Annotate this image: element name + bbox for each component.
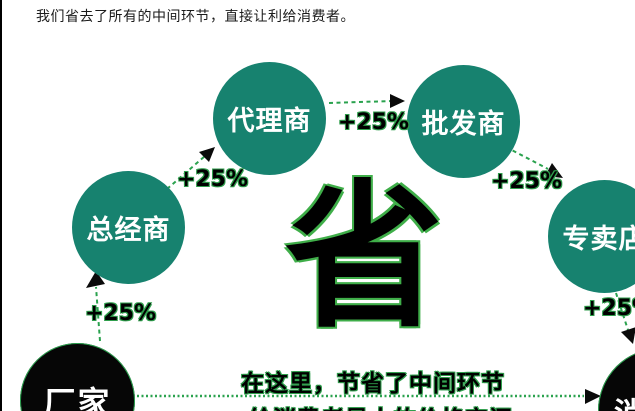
node-consumer-label: 消费者 xyxy=(614,389,635,411)
arrowhead-factory-to-general xyxy=(86,271,105,288)
arrow-wholesaler-to-store xyxy=(505,146,549,170)
arrow-factory-to-general xyxy=(95,286,101,342)
node-wholesaler-label: 批发商 xyxy=(421,109,506,140)
arrowhead-general-to-agent xyxy=(199,147,215,162)
bottom-note-line1: 在这里，节省了中间环节 xyxy=(241,371,505,397)
node-wholesaler: 批发商 xyxy=(407,65,520,178)
markup-label-store-consumer: +25% xyxy=(583,296,635,321)
arrowhead-factory-to-consumer xyxy=(585,389,601,404)
arrowhead-wholesaler-to-store xyxy=(545,163,563,178)
arrow-agent-to-wholesaler xyxy=(328,100,393,104)
arrowhead-store-to-consumer xyxy=(621,327,635,344)
left-border-bar xyxy=(0,0,2,411)
arrowhead-agent-to-wholesaler xyxy=(390,94,405,108)
markup-label-wholesaler-store: +25% xyxy=(491,169,563,194)
node-general-distributor: 总经商 xyxy=(72,171,185,284)
bottom-note-line2: 给消费者最大的价格空间 xyxy=(249,400,513,411)
node-factory-label: 厂家 xyxy=(43,383,112,411)
node-specialty-store: 专卖店 xyxy=(548,180,635,293)
node-specialty-store-label: 专卖店 xyxy=(562,224,635,255)
node-agent-label: 代理商 xyxy=(227,106,312,137)
save-character: 省 xyxy=(285,166,443,350)
markup-label-general-agent: +25% xyxy=(177,167,249,192)
node-agent: 代理商 xyxy=(213,62,326,175)
node-general-distributor-label: 总经商 xyxy=(86,215,171,246)
markup-label-agent-wholesaler: +25% xyxy=(338,110,410,135)
arrow-general-to-agent xyxy=(166,155,206,190)
headline-text: 我们省去了所有的中间环节，直接让利给消费者。 xyxy=(36,9,355,25)
markup-label-factory-general: +25% xyxy=(85,301,157,326)
arrow-store-to-consumer xyxy=(615,292,629,331)
